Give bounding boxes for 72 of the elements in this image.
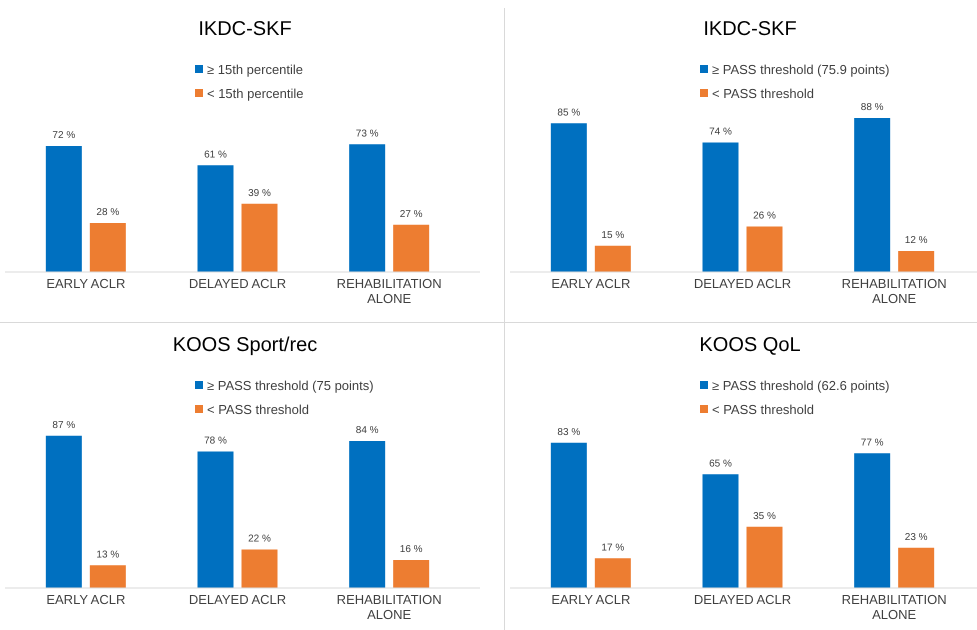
bar (198, 452, 234, 588)
data-label: 78 % (204, 436, 228, 446)
legend-label: ≥ PASS threshold (75 points) (207, 378, 374, 393)
bar (746, 526, 782, 588)
chart-title: KOOS QoL (699, 334, 801, 356)
data-label: 28 % (96, 207, 120, 218)
data-label: 85 % (557, 107, 580, 118)
legend-label: < PASS threshold (712, 86, 814, 101)
x-tick-label: EARLY ACLR (46, 592, 126, 607)
bar (242, 204, 278, 272)
x-tick-label: DELAYED ACLR (188, 276, 286, 291)
bar (393, 224, 430, 272)
bar (349, 144, 386, 272)
x-tick-label: REHABILITATION ALONE (842, 276, 947, 306)
bar (898, 251, 934, 272)
data-label: 27 % (400, 208, 423, 220)
bar (349, 441, 386, 588)
bar (90, 565, 126, 588)
data-label: 16 % (400, 544, 423, 555)
x-tick-label: EARLY ACLR (551, 592, 630, 607)
data-label: 15 % (601, 230, 624, 241)
bar (702, 474, 738, 588)
data-label: 61 % (204, 149, 228, 160)
legend-label: ≥ 15th percentile (207, 62, 304, 77)
data-label: 22 % (248, 534, 272, 544)
data-label: 83 % (557, 426, 580, 438)
data-label: 74 % (709, 126, 732, 138)
bar (550, 123, 587, 272)
data-label: 65 % (709, 458, 732, 470)
x-tick-label: EARLY ACLR (46, 276, 126, 291)
data-label: 23 % (904, 532, 928, 543)
x-tick-label: REHABILITATION ALONE (336, 592, 442, 622)
data-label: 17 % (601, 542, 624, 554)
data-label: 12 % (904, 235, 928, 246)
data-label: 88 % (860, 102, 884, 113)
bar (594, 246, 631, 272)
data-label: 73 % (356, 128, 379, 140)
x-tick-label: REHABILITATION ALONE (842, 592, 947, 622)
x-tick-label: EARLY ACLR (551, 276, 630, 291)
data-label: 72 % (52, 130, 76, 141)
data-label: 87 % (52, 420, 76, 431)
data-label: 13 % (96, 549, 120, 560)
legend-label: < 15th percentile (207, 86, 304, 101)
data-label: 39 % (248, 188, 272, 199)
bar (854, 118, 890, 272)
x-tick-label: DELAYED ACLR (188, 592, 286, 607)
legend-label: ≥ PASS threshold (62.6 points) (712, 378, 890, 393)
bar (198, 165, 234, 272)
chart-title: IKDC-SKF (703, 18, 797, 40)
data-label: 77 % (860, 437, 884, 448)
bar (702, 142, 738, 272)
bar (898, 548, 934, 588)
bar (242, 550, 278, 588)
data-label: 26 % (753, 210, 776, 222)
bar (746, 226, 782, 272)
data-label: 35 % (753, 510, 776, 522)
bar (90, 223, 126, 272)
legend-label: ≥ PASS threshold (75.9 points) (712, 62, 890, 77)
bar (594, 558, 631, 588)
x-tick-label: DELAYED ACLR (694, 592, 792, 607)
bar (550, 442, 587, 588)
bar (393, 560, 430, 588)
bar (46, 436, 82, 588)
chart-title: IKDC-SKF (198, 18, 292, 40)
legend-label: < PASS threshold (712, 402, 814, 417)
x-tick-label: REHABILITATION ALONE (336, 276, 442, 306)
bar (46, 146, 82, 272)
chart-title: KOOS Sport/rec (172, 334, 318, 356)
legend-label: < PASS threshold (207, 402, 310, 417)
data-label: 84 % (356, 425, 379, 436)
x-tick-label: DELAYED ACLR (694, 276, 792, 291)
bar (854, 453, 890, 588)
